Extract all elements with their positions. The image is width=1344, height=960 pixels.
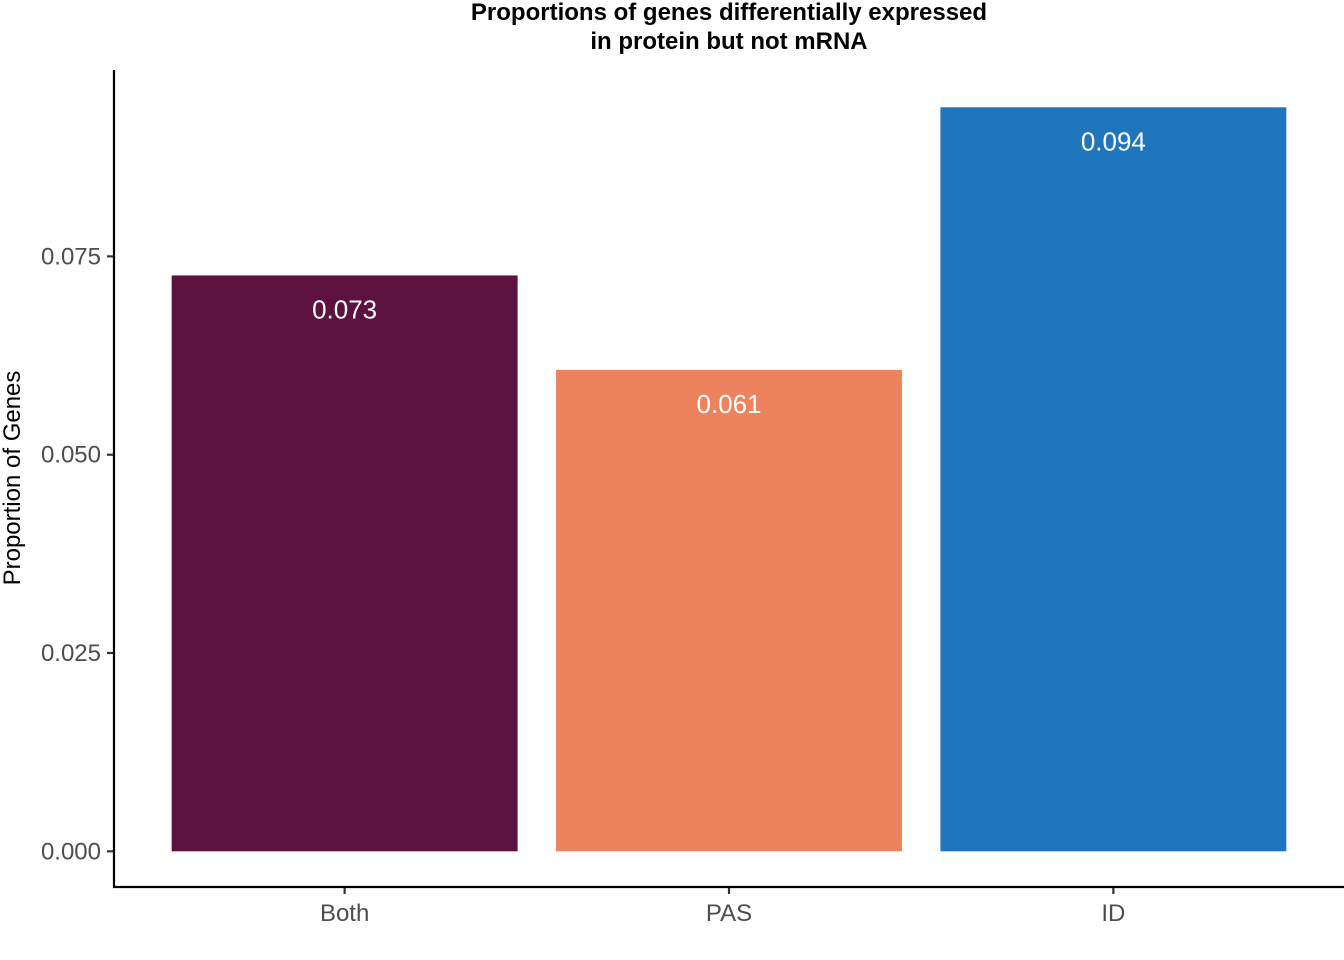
chart-title-line-1: Proportions of genes differentially expr…: [471, 0, 987, 26]
y-tick-label: 0.000: [41, 838, 101, 865]
bar-id: [940, 107, 1287, 852]
bar-value-label-pas: 0.061: [696, 389, 761, 419]
x-tick-label-id: ID: [1101, 900, 1125, 927]
y-axis-title: Proportion of Genes: [0, 371, 26, 586]
y-axis-ticks: 0.000 0.025 0.050 0.075: [41, 243, 114, 865]
x-tick-label-pas: PAS: [706, 900, 752, 927]
bar-value-label-both: 0.073: [312, 294, 377, 324]
chart-title-line-2: in protein but not mRNA: [590, 28, 867, 55]
bar-labels-group: 0.073 0.061 0.094: [312, 126, 1146, 419]
bar-pas: [556, 369, 902, 852]
y-tick-label: 0.050: [41, 442, 101, 469]
bar-value-label-id: 0.094: [1081, 126, 1146, 156]
x-axis-ticks: Both PAS ID: [320, 887, 1125, 927]
y-tick-label: 0.025: [41, 640, 101, 667]
bar-both: [171, 275, 518, 852]
x-tick-label-both: Both: [320, 900, 369, 927]
y-tick-label: 0.075: [41, 243, 101, 270]
bars-group: [171, 107, 1287, 852]
